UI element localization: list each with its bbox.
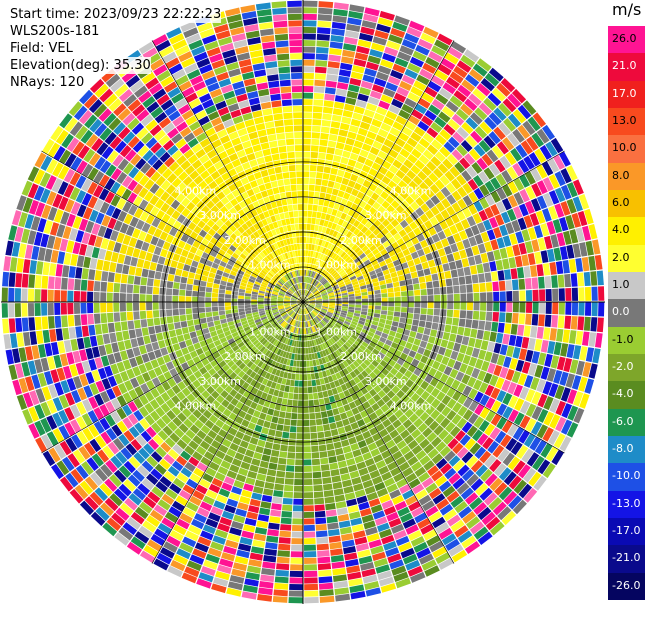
- azimuth-spoke: [41, 301, 304, 454]
- azimuth-spoke: [151, 301, 304, 564]
- range-ring-label: 4.00km: [390, 400, 432, 413]
- colorbar-tick-label: -6.0: [612, 414, 634, 428]
- azimuth-spoke: [302, 40, 455, 303]
- range-ring-label: 3.00km: [199, 375, 241, 388]
- colorbar-segment: [608, 518, 645, 546]
- colorbar-segment: [608, 490, 645, 519]
- azimuth-spoke: [41, 150, 304, 303]
- ppi-gates: [1, 0, 605, 604]
- colorbar-segment: [608, 190, 645, 218]
- start-time-label: Start time: 2023/09/23 22:22:23: [10, 6, 222, 23]
- colorbar-segment: [608, 545, 645, 574]
- range-ring-label: 2.00km: [224, 350, 266, 363]
- azimuth-spoke: [151, 40, 304, 303]
- range-ring-label: 3.00km: [199, 209, 241, 222]
- colorbar-tick-label: 26.0: [612, 32, 637, 45]
- colorbar-unit: m/s: [612, 0, 642, 19]
- range-ring-label: 1.00km: [315, 259, 357, 272]
- colorbar-tick-label: 21.0: [612, 59, 637, 73]
- nrays-label: NRays: 120: [10, 74, 85, 91]
- colorbar-tick-label: -30.0: [612, 606, 641, 619]
- range-ring-label: 4.00km: [175, 184, 217, 197]
- colorbar-segment: [608, 408, 645, 437]
- colorbar-segment: [608, 463, 645, 492]
- colorbar-segment: [608, 80, 645, 109]
- range-ring-label: 2.00km: [340, 350, 382, 363]
- colorbar-tick-label: 2.0: [612, 250, 630, 264]
- colorbar-segment: [608, 217, 645, 246]
- colorbar-tick-label: 6.0: [612, 196, 630, 209]
- colorbar-tick-label: -2.0: [612, 360, 634, 373]
- colorbar-segment: [608, 381, 645, 410]
- colorbar-tick-label: 1.0: [612, 278, 630, 291]
- colorbar-segment: [608, 53, 645, 82]
- colorbar-tick-label: 10.0: [612, 141, 637, 155]
- colorbar-tick-label: -10.0: [612, 469, 641, 483]
- colorbar-tick-label: -4.0: [612, 387, 634, 401]
- range-ring-label: 1.00km: [249, 259, 291, 272]
- colorbar-segment: [608, 26, 645, 54]
- colorbar-segment: [608, 135, 645, 164]
- azimuth-spoke: [302, 150, 565, 303]
- range-rings: 1.00km 2.00km 3.00km 4.00km 1.00km 2.00km 3.00…: [1, 0, 605, 604]
- colorbar-tick-label: -26.0: [612, 578, 641, 592]
- colorbar-tick-label: 4.0: [612, 223, 630, 237]
- colorbar-segment: [608, 162, 645, 191]
- colorbar-segment: [608, 326, 645, 355]
- colorbar-segment: [608, 572, 645, 601]
- colorbar-tick-label: 17.0: [612, 86, 637, 100]
- colorbar-tick-label: -17.0: [612, 524, 641, 537]
- azimuth-spoke: [302, 301, 565, 454]
- azimuth-spoke: [302, 301, 455, 564]
- range-ring-label: 1.00km: [315, 325, 357, 338]
- range-ring-label: 1.00km: [249, 325, 291, 338]
- colorbar-segment: [608, 299, 645, 328]
- scan-info: Start time: 2023/09/23 22:22:23 WLS200s-…: [10, 6, 222, 91]
- colorbar-tick-label: 13.0: [612, 114, 637, 127]
- range-ring-label: 3.00km: [365, 375, 407, 388]
- colorbar-segment: [608, 244, 645, 273]
- range-ring-label: 4.00km: [175, 400, 217, 413]
- range-ring-label: 2.00km: [224, 234, 266, 247]
- colorbar-tick-label: -21.0: [612, 551, 641, 565]
- colorbar-tick-label: 8.0: [612, 168, 630, 182]
- field-label: Field: VEL: [10, 40, 73, 57]
- colorbar-tick-label: -8.0: [612, 442, 634, 455]
- station-label: WLS200s-181: [10, 23, 100, 40]
- range-ring-label: 3.00km: [365, 209, 407, 222]
- colorbar-tick-label: 0.0: [612, 305, 630, 319]
- colorbar-segment: [608, 272, 645, 300]
- colorbar-segment: [608, 108, 645, 136]
- colorbar-tick-label: -1.0: [612, 332, 634, 346]
- elevation-label: Elevation(deg): 35.30: [10, 57, 151, 74]
- range-ring-label: 4.00km: [390, 184, 432, 197]
- colorbar-segment: [608, 354, 645, 382]
- range-ring-label: 2.00km: [340, 234, 382, 247]
- colorbar-segment: [608, 436, 645, 464]
- colorbar-tick-label: -13.0: [612, 496, 641, 510]
